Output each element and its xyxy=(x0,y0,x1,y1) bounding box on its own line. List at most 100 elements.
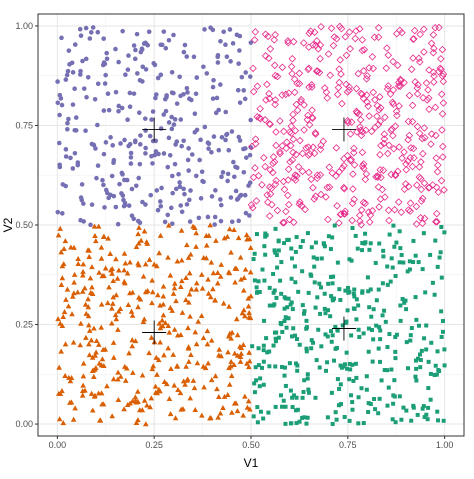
point-square xyxy=(349,393,354,398)
point-circle xyxy=(233,188,239,194)
point-triangle xyxy=(210,286,216,292)
point-triangle xyxy=(168,366,174,372)
point-circle xyxy=(134,31,140,37)
point-square xyxy=(360,248,365,253)
point-triangle xyxy=(130,369,136,375)
point-diamond xyxy=(308,83,316,91)
point-square xyxy=(257,384,262,389)
point-circle xyxy=(202,27,207,32)
point-square xyxy=(273,364,278,369)
point-square xyxy=(287,361,292,366)
point-circle xyxy=(158,199,163,204)
point-triangle xyxy=(206,232,212,238)
point-diamond xyxy=(375,203,383,211)
point-circle xyxy=(194,75,200,80)
point-triangle xyxy=(113,316,120,322)
point-circle xyxy=(125,67,131,72)
point-square xyxy=(424,347,429,352)
point-triangle xyxy=(109,305,115,311)
point-diamond xyxy=(352,84,361,93)
point-circle xyxy=(92,96,98,102)
point-square xyxy=(309,245,314,250)
point-square xyxy=(261,359,266,364)
point-triangle xyxy=(133,419,140,425)
point-circle xyxy=(117,181,122,187)
point-triangle xyxy=(174,363,181,369)
point-circle xyxy=(181,186,186,192)
point-square xyxy=(279,260,284,265)
point-square xyxy=(330,235,335,240)
point-circle xyxy=(223,137,228,143)
point-square xyxy=(424,323,429,328)
point-triangle xyxy=(171,285,178,291)
point-triangle xyxy=(80,360,87,366)
point-diamond xyxy=(440,186,448,194)
point-square xyxy=(369,314,374,319)
point-triangle xyxy=(148,395,155,401)
point-diamond xyxy=(432,209,441,218)
point-triangle xyxy=(61,245,67,252)
point-triangle xyxy=(104,383,110,389)
point-square xyxy=(294,337,299,342)
point-circle xyxy=(158,72,164,78)
point-square xyxy=(359,386,364,391)
point-square xyxy=(426,405,431,410)
point-diamond xyxy=(352,107,361,116)
point-triangle xyxy=(214,386,220,392)
point-diamond xyxy=(317,22,325,31)
point-diamond xyxy=(396,82,404,90)
point-triangle xyxy=(192,406,199,413)
point-circle xyxy=(120,28,125,34)
point-triangle xyxy=(231,361,237,367)
point-diamond xyxy=(272,128,280,136)
point-circle xyxy=(248,117,253,123)
point-triangle xyxy=(140,273,147,279)
point-square xyxy=(408,338,413,343)
point-triangle xyxy=(154,371,160,377)
point-square xyxy=(279,364,284,369)
point-diamond xyxy=(296,198,304,206)
point-diamond xyxy=(364,208,373,216)
point-square xyxy=(403,298,408,303)
point-triangle xyxy=(166,329,173,335)
point-triangle xyxy=(110,300,116,306)
point-square xyxy=(366,326,371,331)
point-square xyxy=(354,297,359,302)
point-circle xyxy=(163,108,169,114)
point-triangle xyxy=(157,302,163,308)
point-triangle xyxy=(143,421,149,427)
point-square xyxy=(330,333,335,338)
point-triangle xyxy=(98,390,105,396)
point-diamond xyxy=(276,117,284,125)
point-triangle xyxy=(243,232,250,238)
point-square xyxy=(351,378,356,383)
point-diamond xyxy=(323,183,332,192)
point-square xyxy=(289,300,294,305)
point-triangle xyxy=(58,348,64,354)
point-circle xyxy=(220,170,226,175)
point-circle xyxy=(202,124,208,130)
point-diamond xyxy=(432,217,440,226)
point-diamond xyxy=(362,170,371,178)
point-triangle xyxy=(228,249,234,255)
point-circle xyxy=(108,135,113,140)
point-circle xyxy=(164,93,169,98)
point-triangle xyxy=(165,254,171,260)
point-diamond xyxy=(346,45,354,53)
point-circle xyxy=(128,155,134,160)
point-diamond xyxy=(338,164,347,172)
point-circle xyxy=(159,42,165,48)
point-triangle xyxy=(115,326,121,332)
point-square xyxy=(324,368,329,373)
point-diamond xyxy=(364,102,372,110)
point-triangle xyxy=(198,271,205,277)
point-triangle xyxy=(167,411,174,417)
point-square xyxy=(356,327,361,332)
point-circle xyxy=(169,205,174,211)
point-circle xyxy=(123,72,128,77)
point-square xyxy=(385,345,390,350)
point-diamond xyxy=(343,88,352,96)
point-square xyxy=(252,278,257,283)
point-square xyxy=(325,334,330,339)
point-diamond xyxy=(380,130,389,138)
